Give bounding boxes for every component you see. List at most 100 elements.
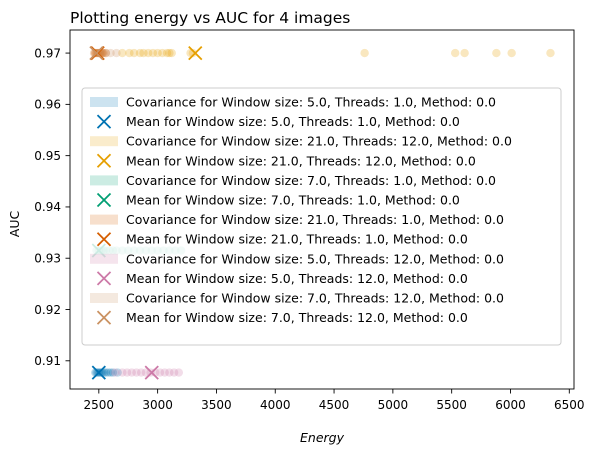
data-point (101, 368, 111, 377)
data-point (139, 48, 148, 58)
x-axis: 2500 3000 3500 4000 4500 5000 5500 6000 6500 (84, 389, 585, 412)
data-point (460, 48, 469, 58)
data-point (144, 48, 153, 58)
y-tick-label: 0.92 (34, 303, 61, 317)
y-tick-label: 0.91 (34, 354, 61, 368)
data-point (101, 48, 111, 58)
data-point (99, 48, 108, 58)
data-point (451, 48, 460, 58)
data-point (188, 48, 198, 58)
data-point (125, 48, 134, 58)
mean-marker (188, 45, 203, 61)
mean-markers (89, 45, 203, 380)
x-tick-label: 6500 (554, 398, 585, 412)
legend: Covariance for Window size: 5.0, Threads… (81, 87, 562, 346)
data-point (169, 368, 179, 377)
legend-mean-swatch (96, 153, 112, 168)
data-point (174, 368, 183, 377)
y-tick-label: 0.95 (34, 149, 61, 163)
data-point (162, 48, 172, 58)
x-tick-label: 2500 (84, 398, 115, 412)
x-tick-label: 4500 (319, 398, 350, 412)
legend-covariance-label: Covariance for Window size: 21.0, Thread… (126, 134, 512, 149)
legend-mean-swatch (96, 114, 112, 129)
legend-covariance-swatch (90, 97, 118, 107)
legend-mean-label: Mean for Window size: 5.0, Threads: 1.0,… (126, 114, 460, 129)
plot-frame (69, 29, 575, 390)
legend-items: Covariance for Window size: 5.0, Threads… (90, 95, 512, 325)
data-point (160, 368, 169, 377)
legend-mean-swatch (96, 271, 112, 286)
legend-mean-label: Mean for Window size: 7.0, Threads: 12.0… (126, 310, 468, 325)
x-tick-label: 3500 (201, 398, 232, 412)
mean-marker-stroke (144, 365, 159, 380)
data-point (106, 48, 115, 58)
x-tick-label: 4000 (260, 398, 291, 412)
legend-mean-swatch (96, 232, 112, 247)
data-point (492, 48, 501, 58)
data-point (148, 48, 158, 58)
legend-frame (81, 87, 562, 346)
legend-covariance-label: Covariance for Window size: 7.0, Threads… (126, 173, 496, 188)
y-tick-label: 0.96 (34, 98, 61, 112)
x-axis-label: Energy (300, 430, 345, 445)
legend-mean-label: Mean for Window size: 21.0, Threads: 1.0… (126, 232, 468, 247)
y-axis: 0.91 0.92 0.93 0.94 0.95 0.96 0.97 (34, 46, 70, 368)
data-point (136, 368, 146, 377)
data-point (135, 48, 145, 58)
data-point (92, 368, 101, 377)
y-tick-label: 0.94 (34, 200, 61, 214)
data-point (111, 368, 120, 377)
data-point (165, 368, 174, 377)
data-point (158, 48, 167, 58)
x-tick-label: 5500 (436, 398, 467, 412)
y-axis-label: AUC (7, 211, 22, 238)
legend-covariance-swatch (90, 214, 118, 225)
data-point (360, 48, 369, 58)
data-point (113, 368, 122, 377)
mean-marker-stroke (91, 365, 106, 380)
data-point (129, 48, 139, 58)
mean-marker (91, 365, 106, 380)
legend-mean-label: Mean for Window size: 21.0, Threads: 12.… (126, 153, 476, 168)
data-point (155, 368, 165, 377)
data-point (132, 368, 141, 377)
mean-marker (144, 365, 159, 380)
x-tick-label: 5000 (378, 398, 409, 412)
data-point (108, 368, 118, 377)
data-point (96, 368, 106, 377)
legend-covariance-label: Covariance for Window size: 5.0, Threads… (126, 95, 496, 110)
mean-marker (89, 45, 104, 61)
data-point (507, 48, 516, 58)
mean-marker-stroke (188, 45, 203, 61)
data-point (127, 368, 136, 377)
data-point (104, 368, 113, 377)
y-tick-label: 0.93 (34, 252, 61, 266)
data-point (101, 48, 111, 58)
chart-title: Plotting energy vs AUC for 4 images (70, 9, 350, 27)
data-point (141, 368, 151, 377)
x-tick-label: 3000 (142, 398, 173, 412)
legend-mean-label: Mean for Window size: 7.0, Threads: 1.0,… (126, 193, 460, 208)
legend-covariance-label: Covariance for Window size: 5.0, Threads… (126, 251, 504, 266)
y-tick-label: 0.97 (34, 46, 61, 60)
mean-marker-stroke (89, 45, 104, 61)
data-point (118, 368, 127, 377)
data-point (546, 48, 555, 58)
legend-covariance-swatch (90, 253, 118, 264)
legend-mean-label: Mean for Window size: 5.0, Threads: 12.0… (126, 271, 468, 286)
x-tick-label: 6000 (495, 398, 526, 412)
data-point (112, 48, 121, 58)
legend-covariance-label: Covariance for Window size: 21.0, Thread… (126, 212, 504, 227)
legend-covariance-swatch (90, 175, 118, 186)
data-point (153, 48, 162, 58)
data-point (106, 368, 115, 377)
data-point (165, 48, 174, 58)
data-point (167, 48, 176, 58)
legend-covariance-swatch (90, 293, 118, 303)
data-point (118, 48, 127, 58)
legend-covariance-label: Covariance for Window size: 7.0, Threads… (126, 291, 504, 306)
legend-covariance-swatch (90, 136, 118, 147)
data-point (122, 368, 132, 377)
